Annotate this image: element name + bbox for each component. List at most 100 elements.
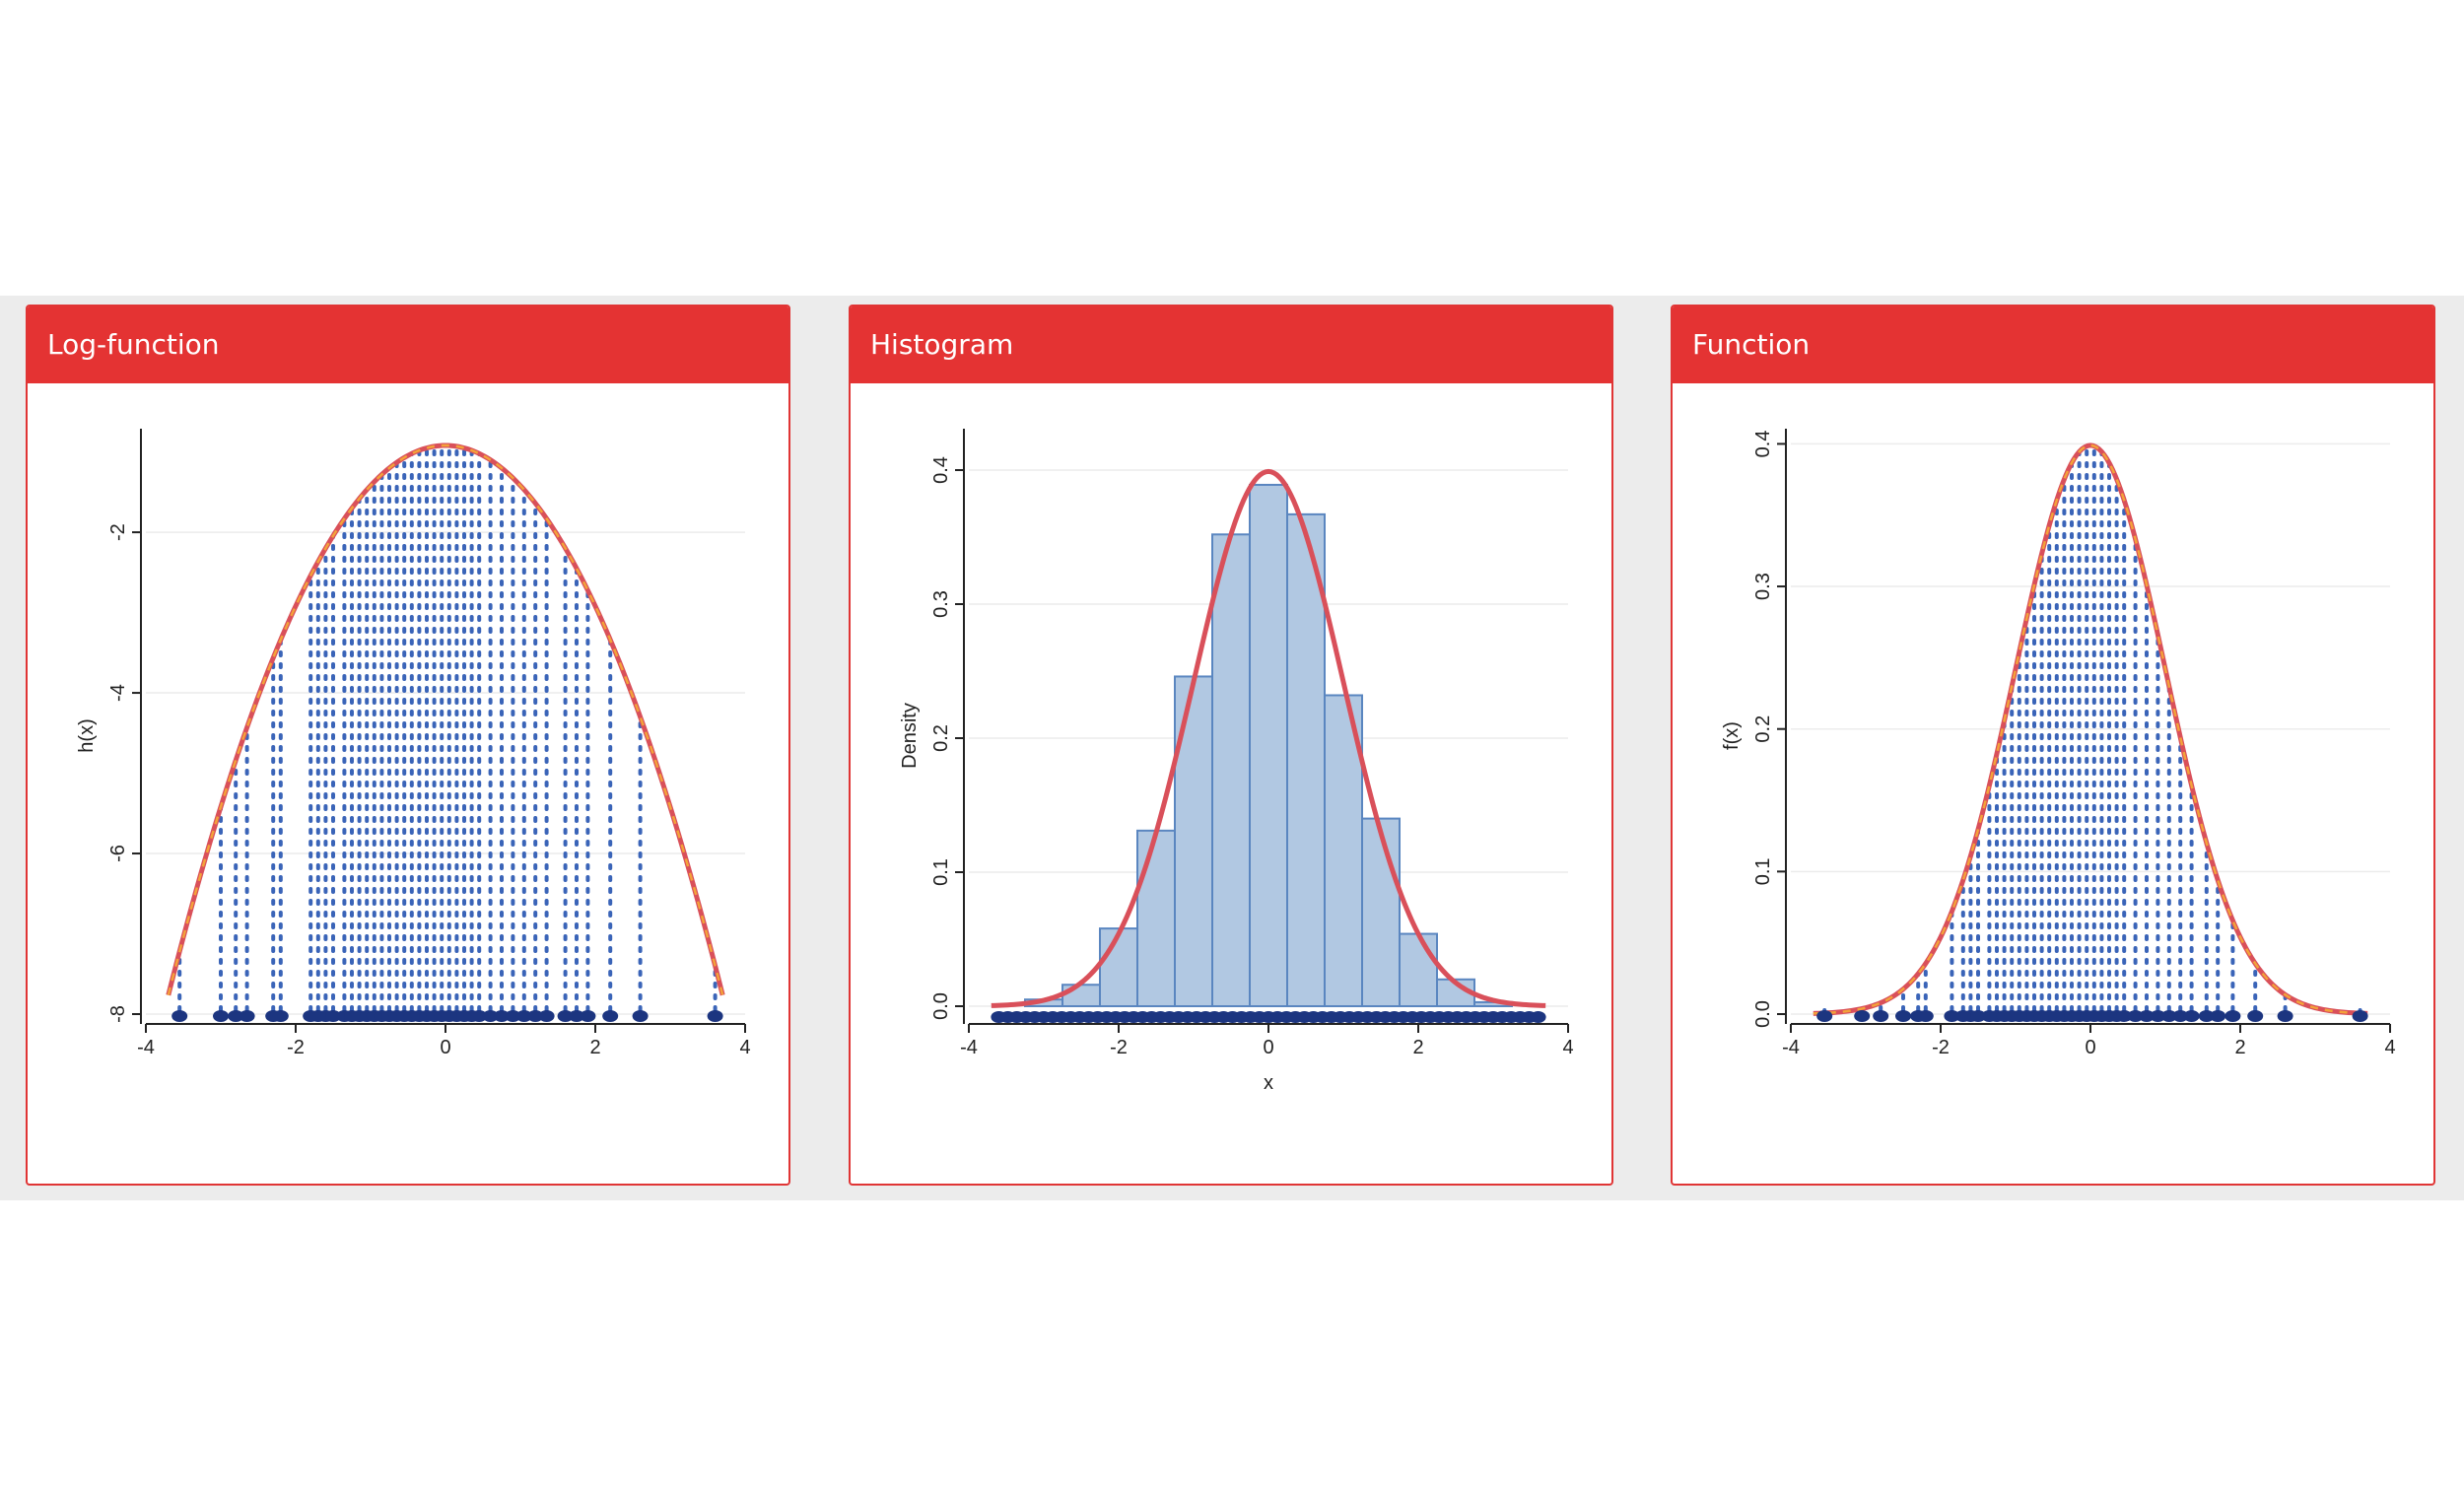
x-tick-label: -2 [287,1037,305,1058]
rug-point [569,1010,584,1022]
rug-point [1917,1010,1934,1022]
rug-point [213,1010,229,1022]
panel-title: Histogram [851,306,1611,383]
function-panel: Function -4 -2 0 2 4 0.0 0.1 0.2 0.3 0.4 f(x) [1671,305,2435,1186]
histogram-bar [1061,984,1101,1007]
rug-point [2172,1010,2189,1022]
x-tick-label: -4 [960,1037,978,1058]
rug-point [239,1010,255,1022]
dotted-columns [1822,443,2362,1016]
y-tick-label: -4 [107,684,129,702]
y-tick-label: 0.2 [930,724,952,752]
y-tick-label: 0.3 [1752,573,1774,600]
log-function-panel: Log-function -4 -2 0 2 4 -8 -6 -4 -2 h(x) [26,305,790,1186]
rug-point [2160,1010,2177,1022]
histogram-panel: Histogram -4 -2 0 2 4 0.0 0.1 0.2 0.3 0.4 Density x [849,305,1613,1186]
rug-point [2277,1010,2293,1022]
histogram-bar [1249,483,1288,1007]
y-tick-label: -8 [107,1005,129,1023]
function-chart: -4 -2 0 2 4 0.0 0.1 0.2 0.3 0.4 f(x) [1721,429,2396,1058]
rug-point [494,1010,510,1022]
rug-point [482,1010,499,1022]
histogram-bar [1399,932,1438,1007]
rug-point [707,1010,723,1022]
rug-point [557,1010,574,1022]
rug-point [2352,1010,2368,1022]
x-tick-label: -2 [1110,1037,1128,1058]
x-tick-label: -2 [1932,1037,1950,1058]
rug-point [325,1010,341,1022]
rug-point [580,1010,596,1022]
x-tick-label: 4 [2384,1037,2395,1058]
x-tick-label: 2 [2234,1037,2245,1058]
rug-point [505,1010,521,1022]
y-axis-title: Density [899,703,921,769]
rug-point [527,1010,544,1022]
rug [171,1010,723,1022]
rug [1816,1010,2368,1022]
function-curve-dashed [1813,443,2368,1015]
x-tick-label: 4 [1562,1037,1573,1058]
rug-point [538,1010,555,1022]
rug-point [272,1010,289,1022]
y-axis-title: h(x) [76,718,98,752]
y-tick-label: 0.0 [930,992,952,1020]
rug-point [2150,1010,2166,1022]
rug-point [2127,1010,2144,1022]
dotted-columns [177,443,718,1012]
rug-point [1854,1010,1871,1022]
y-tick-label: 0.4 [1752,431,1774,458]
rug-point [1970,1010,1986,1022]
rug-point [471,1010,488,1022]
rug-point [2116,1010,2133,1022]
x-tick-label: -4 [137,1037,155,1058]
rug-point [2247,1010,2264,1022]
panel-title: Log-function [28,306,788,383]
histogram-bars [1024,483,1513,1008]
histogram-bar [1211,533,1251,1007]
x-tick-label: 0 [440,1037,450,1058]
y-axis-title: f(x) [1721,721,1743,750]
x-tick-label: 0 [1263,1037,1273,1058]
y-tick-label: 0.0 [1752,1000,1774,1028]
rug-point [2139,1010,2155,1022]
rug-point [228,1010,244,1022]
x-tick-label: 4 [739,1037,750,1058]
rug-point [1944,1010,1960,1022]
axes: -4 -2 0 2 4 -8 -6 -4 -2 h(x) [76,429,751,1058]
x-tick-label: -4 [1782,1037,1800,1058]
y-tick-label: 0.4 [930,456,952,484]
rug-point [2183,1010,2200,1022]
rug-point [1530,1011,1546,1023]
x-tick-label: 2 [589,1037,600,1058]
y-tick-label: -2 [107,523,129,541]
histogram-bar [1174,675,1213,1007]
rug-point [632,1010,649,1022]
rug-point [2224,1010,2241,1022]
x-tick-label: 0 [2085,1037,2095,1058]
rug [991,1011,1546,1023]
panel-title: Function [1673,306,2433,383]
axes: -4 -2 0 2 4 0.0 0.1 0.2 0.3 0.4 f(x) [1721,429,2396,1058]
histogram-chart: -4 -2 0 2 4 0.0 0.1 0.2 0.3 0.4 Density x [899,429,1574,1094]
rug-point [171,1010,188,1022]
histogram-bar [1361,817,1401,1007]
function-curve-dashed [167,443,724,996]
density-curve [991,468,1546,1008]
rug-point [2198,1010,2215,1022]
log-function-chart: -4 -2 0 2 4 -8 -6 -4 -2 h(x) [76,429,751,1058]
rug-point [1895,1010,1911,1022]
x-tick-label: 2 [1412,1037,1423,1058]
y-tick-label: 0.3 [930,590,952,618]
histogram-bar [1286,512,1326,1007]
rug-point [1816,1010,1833,1022]
y-tick-label: 0.2 [1752,715,1774,743]
x-axis-title: x [1264,1072,1273,1094]
rug-point [602,1010,619,1022]
histogram-bar [1099,927,1138,1007]
rug-point [1873,1010,1889,1022]
y-tick-label: 0.1 [1752,857,1774,885]
rug-point [515,1010,532,1022]
y-tick-label: -6 [107,845,129,862]
histogram-bar [1136,829,1176,1007]
